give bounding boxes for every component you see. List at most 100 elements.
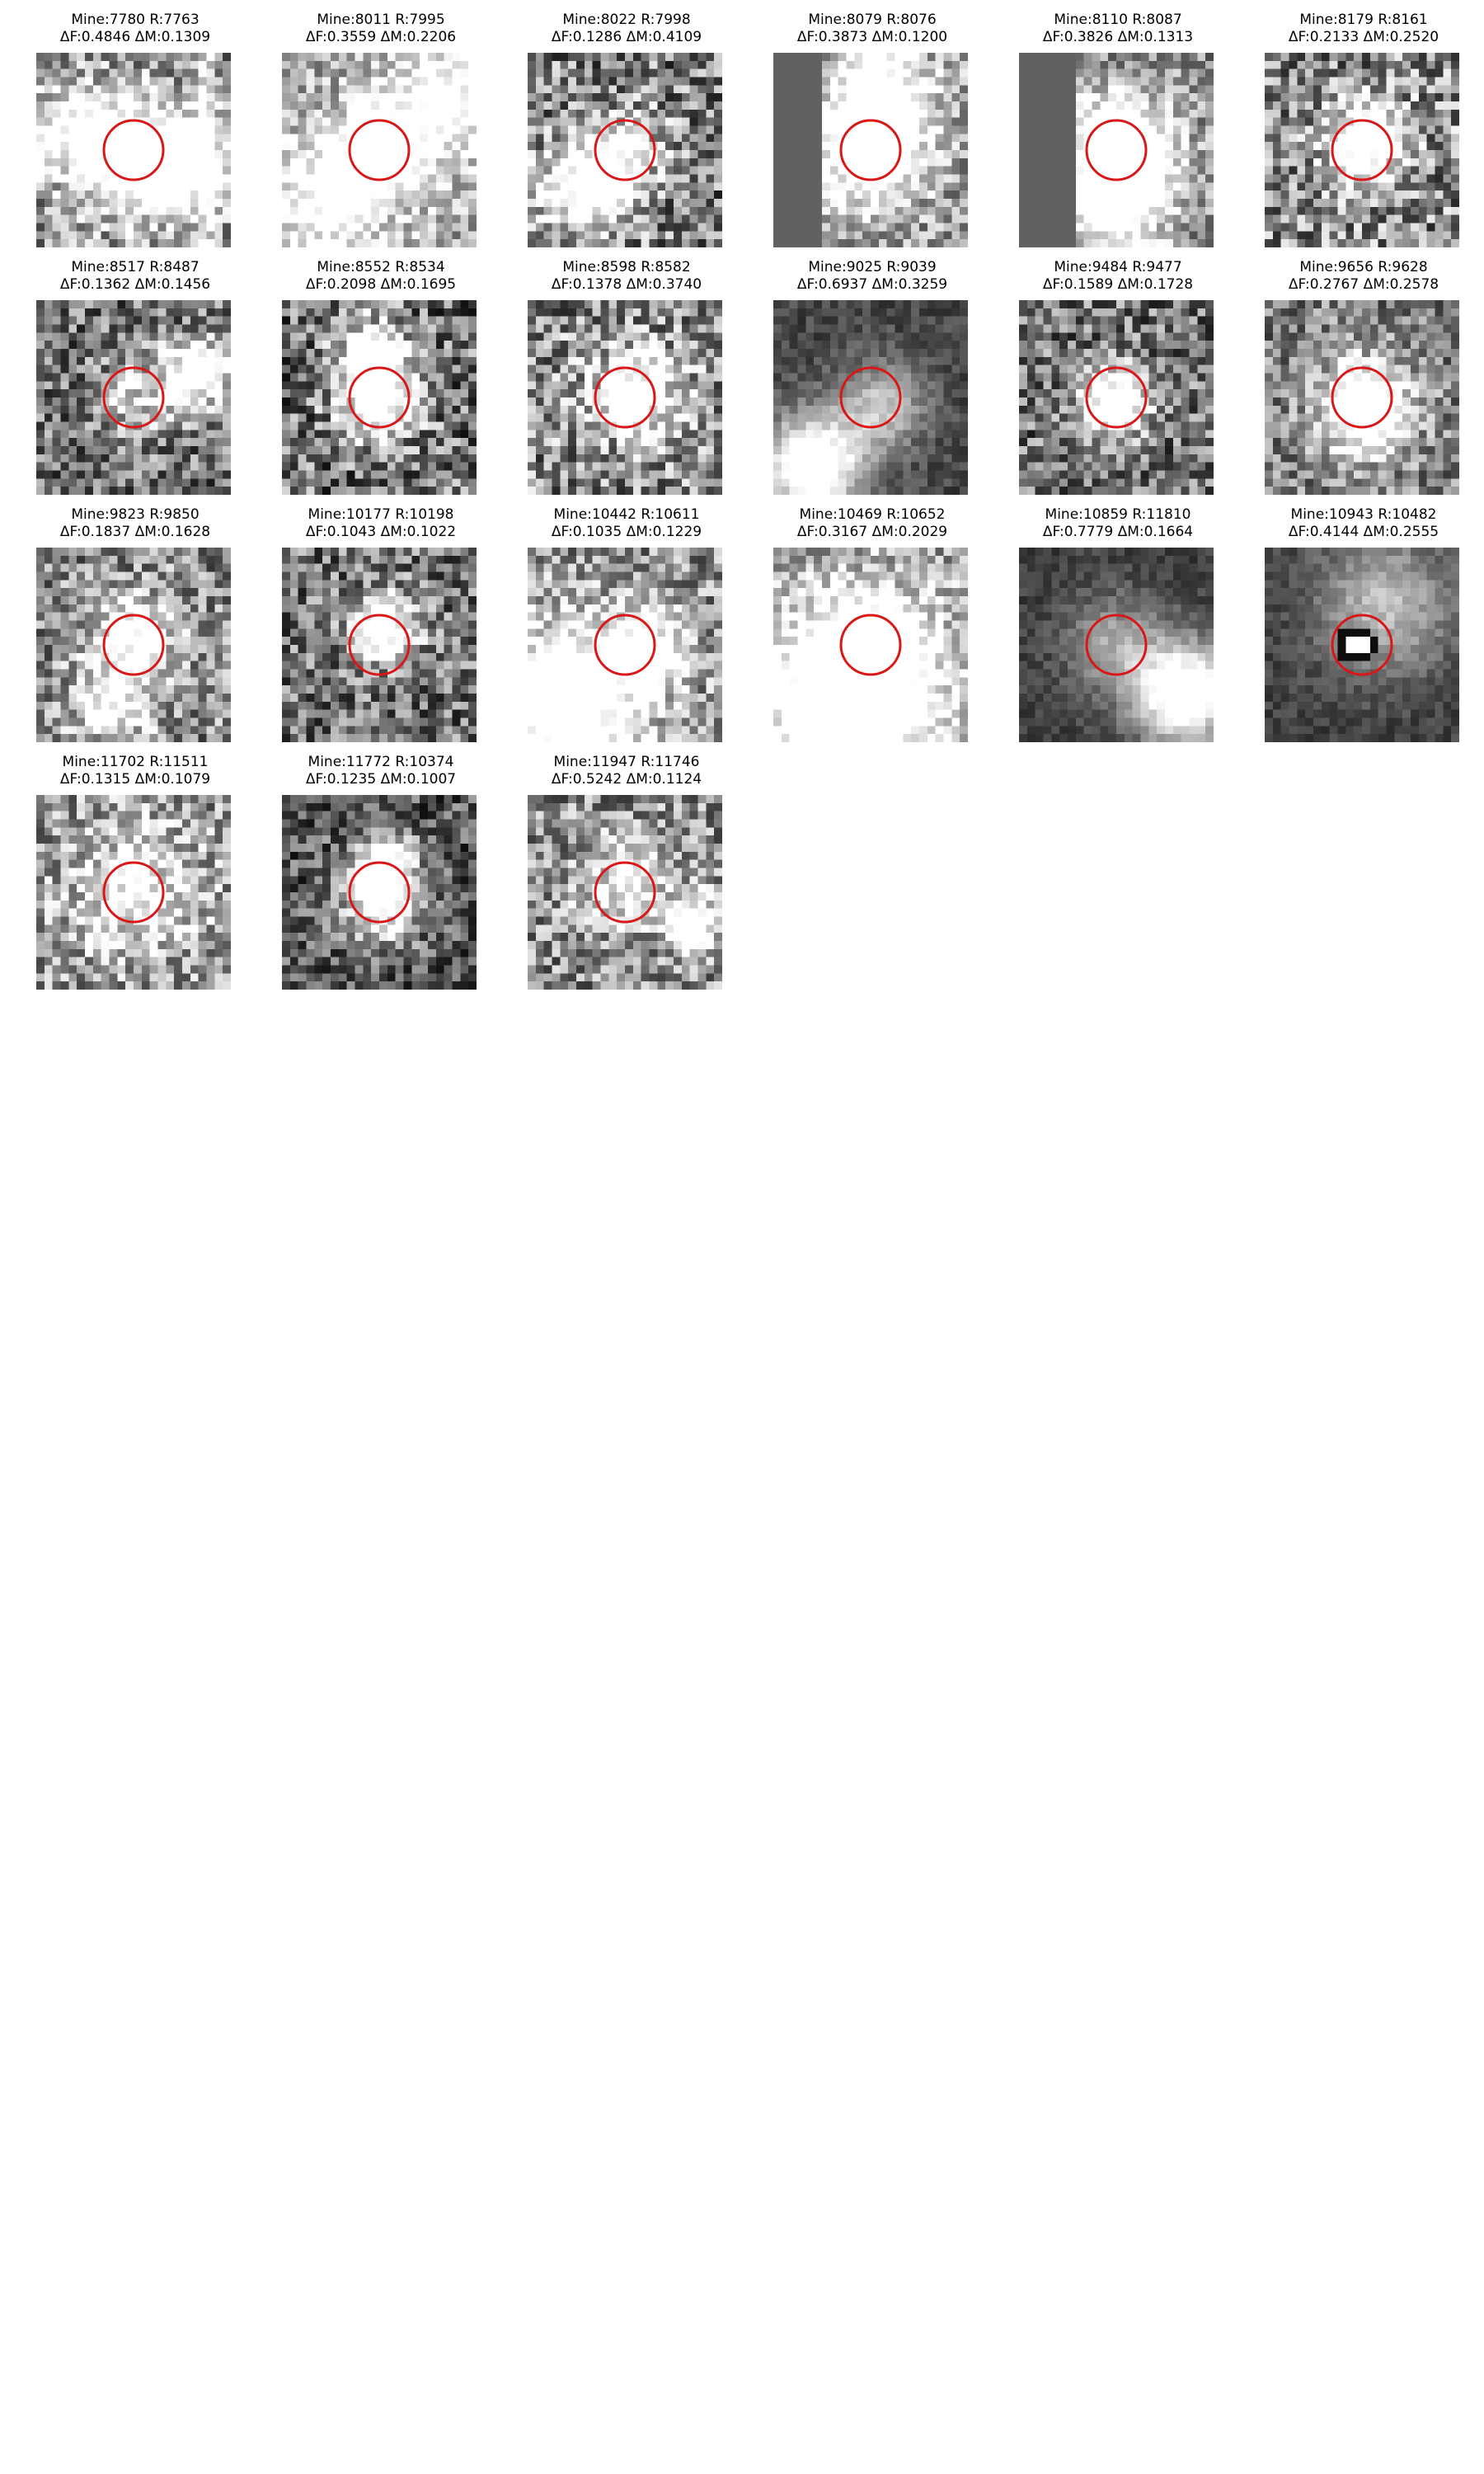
panel-title: Mine:9656 R:9628 ΔF:0.2767 ΔM:0.2578: [1240, 259, 1484, 294]
cutout-image: [1019, 300, 1214, 495]
panel-id-label: Mine:8552 R:8534: [317, 259, 445, 275]
cutout-image: [773, 548, 968, 742]
cutout-image: [1265, 300, 1459, 495]
panel-delta-label: ΔF:0.3873 ΔM:0.1200: [796, 29, 948, 45]
panel-id-label: Mine:8598 R:8582: [562, 259, 691, 275]
panel-delta-label: ΔF:0.4846 ΔM:0.1309: [59, 29, 211, 45]
cutout-panel: Mine:10469 R:10652 ΔF:0.3167 ΔM:0.2029: [773, 495, 971, 742]
panel-title: Mine:8552 R:8534 ΔF:0.2098 ΔM:0.1695: [257, 259, 505, 294]
aperture-circle: [1085, 614, 1148, 676]
panel-title: Mine:8179 R:8161 ΔF:0.2133 ΔM:0.2520: [1240, 12, 1484, 46]
panel-id-label: Mine:8011 R:7995: [317, 12, 445, 28]
panel-title: Mine:10442 R:10611 ΔF:0.1035 ΔM:0.1229: [503, 506, 750, 541]
cutout-image: [36, 300, 231, 495]
panel-title: Mine:9823 R:9850 ΔF:0.1837 ΔM:0.1628: [12, 506, 259, 541]
cutout-panel: Mine:9823 R:9850 ΔF:0.1837 ΔM:0.1628: [36, 495, 234, 742]
cutout-image: [36, 548, 231, 742]
panel-title: Mine:9484 R:9477 ΔF:0.1589 ΔM:0.1728: [994, 259, 1242, 294]
cutout-panel: Mine:8598 R:8582 ΔF:0.1378 ΔM:0.3740: [528, 247, 726, 495]
panel-title: Mine:10859 R:11810 ΔF:0.7779 ΔM:0.1664: [994, 506, 1242, 541]
panel-id-label: Mine:10442 R:10611: [553, 506, 700, 523]
aperture-circle: [839, 119, 902, 181]
panel-title: Mine:8598 R:8582 ΔF:0.1378 ΔM:0.3740: [503, 259, 750, 294]
cutout-panel: Mine:9484 R:9477 ΔF:0.1589 ΔM:0.1728: [1019, 247, 1217, 495]
panel-id-label: Mine:11947 R:11746: [553, 754, 700, 770]
pixel-field: [528, 795, 722, 990]
panel-title: Mine:7780 R:7763 ΔF:0.4846 ΔM:0.1309: [12, 12, 259, 46]
panel-id-label: Mine:11702 R:11511: [62, 754, 209, 770]
pixel-field: [1019, 548, 1214, 742]
aperture-circle: [1331, 119, 1393, 181]
cutout-panel: Mine:9656 R:9628 ΔF:0.2767 ΔM:0.2578: [1265, 247, 1463, 495]
panel-id-label: Mine:10469 R:10652: [799, 506, 946, 523]
aperture-circle: [348, 861, 411, 924]
cutout-image: [773, 300, 968, 495]
cutout-image: [36, 53, 231, 247]
panel-delta-label: ΔF:0.2767 ΔM:0.2578: [1288, 276, 1439, 293]
aperture-circle: [102, 119, 165, 181]
cutout-panel: Mine:10177 R:10198 ΔF:0.1043 ΔM:0.1022: [282, 495, 480, 742]
panel-delta-label: ΔF:0.1235 ΔM:0.1007: [305, 771, 457, 788]
panel-delta-label: ΔF:0.2098 ΔM:0.1695: [305, 276, 457, 293]
cutout-panel: Mine:8079 R:8076 ΔF:0.3873 ΔM:0.1200: [773, 0, 971, 247]
aperture-circle: [348, 614, 411, 676]
panel-title: Mine:8011 R:7995 ΔF:0.3559 ΔM:0.2206: [257, 12, 505, 46]
panel-title: Mine:8022 R:7998 ΔF:0.1286 ΔM:0.4109: [503, 12, 750, 46]
aperture-circle: [1331, 614, 1393, 676]
pixel-field: [36, 548, 231, 742]
panel-id-label: Mine:9025 R:9039: [808, 259, 937, 275]
panel-id-label: Mine:8517 R:8487: [71, 259, 200, 275]
cutout-image: [282, 548, 477, 742]
panel-title: Mine:9025 R:9039 ΔF:0.6937 ΔM:0.3259: [749, 259, 996, 294]
panel-id-label: Mine:8022 R:7998: [562, 12, 691, 28]
cutout-panel: Mine:11772 R:10374 ΔF:0.1235 ΔM:0.1007: [282, 742, 480, 990]
panel-delta-label: ΔF:0.1035 ΔM:0.1229: [551, 524, 702, 540]
cutout-panel: Mine:9025 R:9039 ΔF:0.6937 ΔM:0.3259: [773, 247, 971, 495]
pixel-field: [773, 548, 968, 742]
panel-delta-label: ΔF:0.2133 ΔM:0.2520: [1288, 29, 1439, 45]
panel-id-label: Mine:11772 R:10374: [308, 754, 454, 770]
panel-id-label: Mine:10943 R:10482: [1290, 506, 1437, 523]
pixel-field: [282, 53, 477, 247]
cutout-panel: Mine:10943 R:10482 ΔF:0.4144 ΔM:0.2555: [1265, 495, 1463, 742]
panel-delta-label: ΔF:0.1589 ΔM:0.1728: [1042, 276, 1194, 293]
pixel-field: [1265, 300, 1459, 495]
aperture-circle: [594, 614, 656, 676]
cutout-image: [282, 795, 477, 990]
cutout-panel: Mine:10859 R:11810 ΔF:0.7779 ΔM:0.1664: [1019, 495, 1217, 742]
panel-id-label: Mine:7780 R:7763: [71, 12, 200, 28]
pixel-field: [282, 795, 477, 990]
panel-delta-label: ΔF:0.7779 ΔM:0.1664: [1042, 524, 1194, 540]
panel-delta-label: ΔF:0.1043 ΔM:0.1022: [305, 524, 457, 540]
panel-title: Mine:11772 R:10374 ΔF:0.1235 ΔM:0.1007: [257, 754, 505, 788]
pixel-field: [1265, 53, 1459, 247]
panel-id-label: Mine:9823 R:9850: [71, 506, 200, 523]
cutout-image: [773, 53, 968, 247]
aperture-circle: [839, 614, 902, 676]
panel-delta-label: ΔF:0.3559 ΔM:0.2206: [305, 29, 457, 45]
pixel-field: [1265, 548, 1459, 742]
panel-id-label: Mine:8079 R:8076: [808, 12, 937, 28]
panel-delta-label: ΔF:0.6937 ΔM:0.3259: [796, 276, 948, 293]
panel-title: Mine:8079 R:8076 ΔF:0.3873 ΔM:0.1200: [749, 12, 996, 46]
pixel-field: [528, 300, 722, 495]
cutout-panel: Mine:8110 R:8087 ΔF:0.3826 ΔM:0.1313: [1019, 0, 1217, 247]
pixel-field: [773, 53, 968, 247]
aperture-circle: [348, 366, 411, 429]
cutout-image: [528, 795, 722, 990]
panel-title: Mine:10943 R:10482 ΔF:0.4144 ΔM:0.2555: [1240, 506, 1484, 541]
pixel-field: [282, 548, 477, 742]
cutout-image: [1019, 548, 1214, 742]
cutout-panel: Mine:11947 R:11746 ΔF:0.5242 ΔM:0.1124: [528, 742, 726, 990]
panel-id-label: Mine:8179 R:8161: [1299, 12, 1428, 28]
panel-delta-label: ΔF:0.1837 ΔM:0.1628: [59, 524, 211, 540]
pixel-field: [1019, 53, 1214, 247]
panel-id-label: Mine:9656 R:9628: [1299, 259, 1428, 275]
cutout-image: [528, 548, 722, 742]
panel-delta-label: ΔF:0.5242 ΔM:0.1124: [551, 771, 702, 788]
cutout-grid: Mine:7780 R:7763 ΔF:0.4846 ΔM:0.1309 Mine:…: [0, 0, 1484, 990]
panel-id-label: Mine:10177 R:10198: [308, 506, 454, 523]
panel-delta-label: ΔF:0.3826 ΔM:0.1313: [1042, 29, 1194, 45]
aperture-circle: [839, 366, 902, 429]
pixel-field: [36, 795, 231, 990]
